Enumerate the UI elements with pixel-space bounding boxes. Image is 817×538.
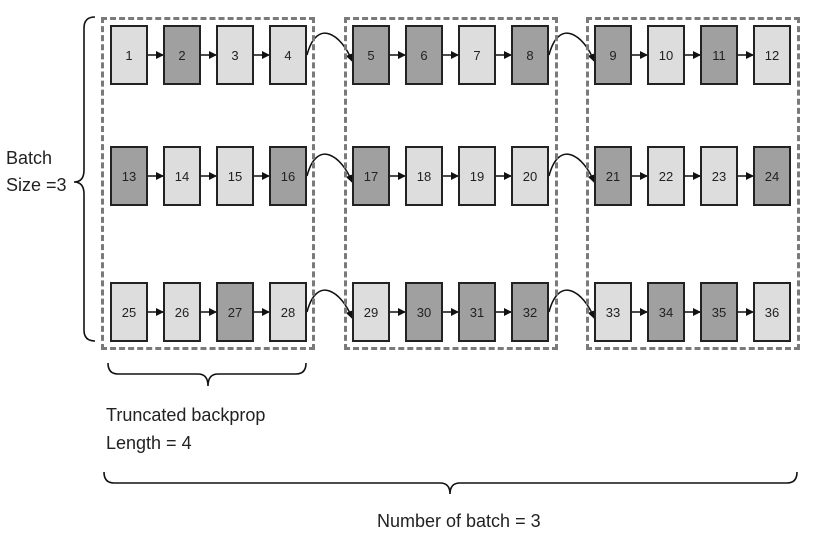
cell-33: 33 <box>594 282 632 342</box>
cell-9: 9 <box>594 25 632 85</box>
cell-34: 34 <box>647 282 685 342</box>
cell-23: 23 <box>700 146 738 206</box>
cell-10: 10 <box>647 25 685 85</box>
cell-32: 32 <box>511 282 549 342</box>
cross-batch-arrow <box>306 32 354 62</box>
cross-batch-arrow <box>548 289 596 319</box>
cell-7: 7 <box>458 25 496 85</box>
cell-11: 11 <box>700 25 738 85</box>
cell-3: 3 <box>216 25 254 85</box>
cross-batch-arrow <box>306 289 354 319</box>
cell-36: 36 <box>753 282 791 342</box>
cell-8: 8 <box>511 25 549 85</box>
batch-size-label-line1: Batch <box>6 148 53 168</box>
cell-24: 24 <box>753 146 791 206</box>
cell-16: 16 <box>269 146 307 206</box>
cell-17: 17 <box>352 146 390 206</box>
cell-14: 14 <box>163 146 201 206</box>
batch-size-label-line2: Size =3 <box>6 175 67 195</box>
cross-batch-arrow <box>548 32 596 62</box>
cell-5: 5 <box>352 25 390 85</box>
cell-2: 2 <box>163 25 201 85</box>
cell-22: 22 <box>647 146 685 206</box>
cross-batch-arrow <box>548 153 596 183</box>
truncated-backprop-label-line2: Length = 4 <box>106 433 192 453</box>
cell-19: 19 <box>458 146 496 206</box>
truncated-length-brace <box>107 362 307 387</box>
cell-28: 28 <box>269 282 307 342</box>
cell-27: 27 <box>216 282 254 342</box>
cell-21: 21 <box>594 146 632 206</box>
batch-group-1 <box>101 17 315 350</box>
truncated-backprop-label-line1: Truncated backprop <box>106 405 266 425</box>
cell-30: 30 <box>405 282 443 342</box>
number-of-batch-label: Number of batch = 3 <box>377 511 541 531</box>
cell-18: 18 <box>405 146 443 206</box>
cell-29: 29 <box>352 282 390 342</box>
cell-12: 12 <box>753 25 791 85</box>
cell-26: 26 <box>163 282 201 342</box>
batch-group-2 <box>344 17 558 350</box>
cell-1: 1 <box>110 25 148 85</box>
batch-size-brace <box>73 16 96 342</box>
cell-31: 31 <box>458 282 496 342</box>
cell-13: 13 <box>110 146 148 206</box>
cell-20: 20 <box>511 146 549 206</box>
cell-25: 25 <box>110 282 148 342</box>
batch-group-3 <box>586 17 800 350</box>
cell-4: 4 <box>269 25 307 85</box>
cross-batch-arrow <box>306 153 354 183</box>
cell-15: 15 <box>216 146 254 206</box>
number-of-batch-brace <box>103 471 798 495</box>
cell-35: 35 <box>700 282 738 342</box>
cell-6: 6 <box>405 25 443 85</box>
